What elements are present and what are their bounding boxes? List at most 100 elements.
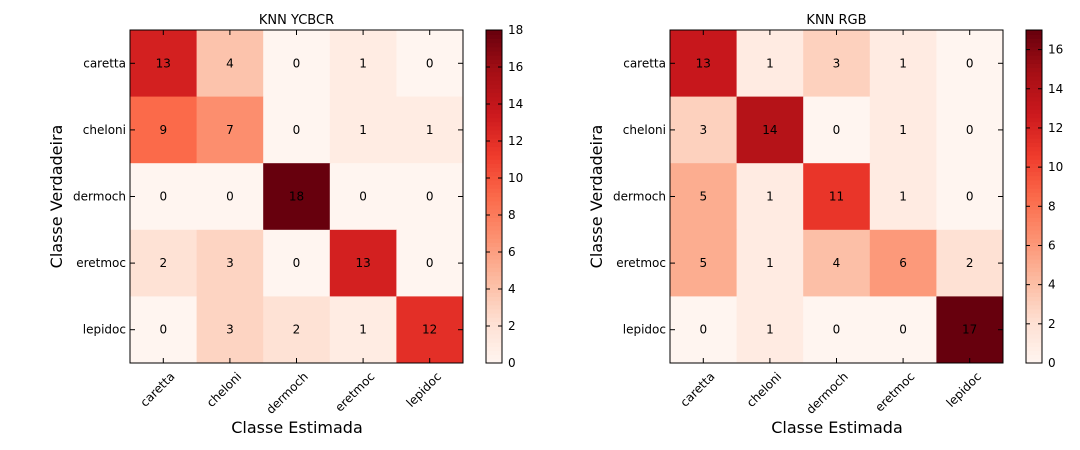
colorbar-segment [486, 304, 502, 310]
cell-value-label: 0 [159, 190, 167, 204]
heatmap-cell [196, 296, 264, 364]
colorbar-segment [486, 346, 502, 352]
colorbar-segment [486, 317, 502, 322]
colorbar-segment [486, 38, 502, 44]
cell-value-label: 1 [359, 56, 367, 70]
colorbar-segment [486, 96, 502, 102]
colorbar-segment [1026, 154, 1042, 160]
colorbar-segment [1026, 254, 1042, 260]
heatmap-cell [736, 96, 804, 164]
colorbar-segment [1026, 358, 1042, 364]
x-tick-label: lepidoc [944, 369, 984, 409]
colorbar-segment [1026, 184, 1042, 189]
heatmap-cell [263, 30, 331, 98]
colorbar-segment [1026, 121, 1042, 127]
cell-value-label: 13 [156, 56, 171, 70]
colorbar-segment [486, 267, 502, 273]
colorbar-segment [486, 117, 502, 123]
colorbar-segment [1026, 304, 1042, 310]
colorbar-segment [1026, 79, 1042, 85]
cell-value-label: 2 [966, 256, 974, 270]
colorbar-segment [1026, 188, 1042, 193]
cell-value-label: 1 [359, 323, 367, 337]
colorbar-segment [1026, 267, 1042, 273]
heatmap-cell [736, 163, 804, 231]
colorbar-segment [1026, 213, 1042, 218]
heatmap-cell [936, 296, 1004, 364]
colorbar-segment [486, 233, 502, 239]
colorbar-segment [1026, 354, 1042, 360]
colorbar-segment [1026, 233, 1042, 239]
cell-value-label: 0 [833, 323, 841, 337]
colorbar-segment [1026, 46, 1042, 52]
cell-value-label: 0 [426, 190, 434, 204]
cell-value-label: 3 [699, 123, 707, 137]
cell-value-label: 2 [293, 323, 301, 337]
cell-value-label: 7 [226, 123, 234, 137]
cell-value-label: 1 [359, 123, 367, 137]
colorbar-segment [1026, 258, 1042, 264]
colorbar-segment [1026, 179, 1042, 185]
heatmap-cell [263, 229, 331, 297]
cell-value-label: 3 [226, 256, 234, 270]
colorbar-segment [1026, 113, 1042, 119]
cell-value-label: 13 [696, 56, 711, 70]
colorbar-segment [1026, 163, 1042, 168]
heatmap-cell [803, 296, 871, 364]
colorbar-segment [1026, 200, 1042, 206]
x-tick-label: eretmoc [872, 369, 917, 414]
colorbar-segment [1026, 283, 1042, 289]
chart-title: KNN RGB [806, 13, 866, 28]
heatmap-cell [936, 229, 1004, 297]
colorbar-segment [1026, 225, 1042, 231]
colorbar-segment [486, 238, 502, 243]
colorbar-segment [486, 288, 502, 293]
colorbar-segment [1026, 54, 1042, 60]
colorbar-segment [1026, 208, 1042, 214]
cell-value-label: 0 [293, 123, 301, 137]
colorbar-tick-label: 0 [1048, 356, 1056, 370]
cell-value-label: 11 [829, 190, 844, 204]
colorbar-segment [1026, 279, 1042, 285]
y-tick-label: lepidoc [623, 323, 666, 337]
colorbar-segment [1026, 271, 1042, 277]
heatmap-cell [670, 296, 738, 364]
heatmap-cell [396, 96, 464, 164]
x-tick-label: eretmoc [332, 369, 377, 414]
x-tick-label: cheloni [204, 369, 244, 409]
heatmap-cell [670, 163, 738, 231]
cell-value-label: 4 [833, 256, 841, 270]
colorbar-segment [1026, 300, 1042, 306]
colorbar-segment [486, 250, 502, 256]
heatmap-cell [670, 30, 738, 98]
colorbar-tick-label: 10 [508, 171, 523, 185]
colorbar-segment [486, 30, 502, 35]
colorbar-segment [486, 125, 502, 131]
colorbar-segment [1026, 75, 1042, 81]
colorbar-tick-label: 8 [508, 208, 516, 222]
heatmap-cell [803, 96, 871, 164]
colorbar-segment [486, 88, 502, 94]
colorbar-segment [486, 104, 502, 110]
cell-value-label: 5 [699, 256, 707, 270]
heatmap-cell [396, 229, 464, 297]
colorbar-tick-label: 6 [508, 245, 516, 259]
x-tick-label: lepidoc [404, 369, 444, 409]
colorbar-tick-label: 12 [508, 134, 523, 148]
colorbar-segment [1026, 100, 1042, 106]
x-axis-label: Classe Estimada [231, 418, 363, 437]
colorbar-segment [1026, 71, 1042, 77]
heatmap-cell [329, 163, 397, 231]
heatmap-cell [130, 96, 198, 164]
colorbar-segment [1026, 350, 1042, 356]
cell-value-label: 1 [766, 323, 774, 337]
colorbar-segment [1026, 167, 1042, 173]
colorbar-segment [486, 354, 502, 360]
colorbar-segment [486, 350, 502, 356]
colorbar-segment [1026, 246, 1042, 252]
cell-value-label: 2 [159, 256, 167, 270]
heatmap-cell [670, 96, 738, 164]
colorbar-segment [1026, 221, 1042, 227]
colorbar-segment [1026, 59, 1042, 64]
